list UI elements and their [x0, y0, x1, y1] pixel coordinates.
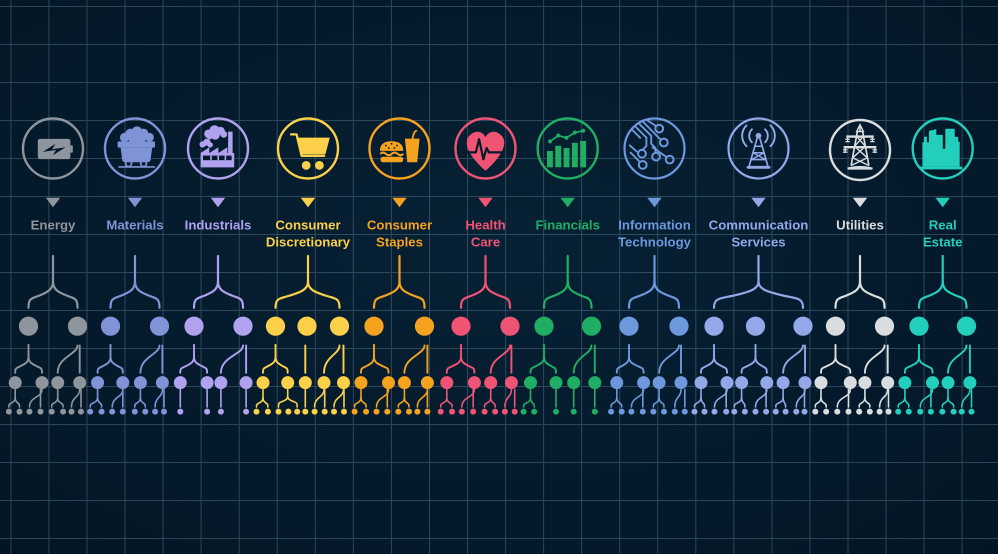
svg-text:Staples: Staples [376, 234, 423, 249]
svg-text:Technology: Technology [618, 234, 692, 249]
svg-text:Information: Information [618, 218, 691, 233]
svg-text:Real: Real [929, 218, 957, 233]
svg-text:Financials: Financials [535, 218, 600, 233]
svg-text:Services: Services [731, 234, 785, 249]
svg-text:Consumer: Consumer [275, 218, 340, 233]
svg-text:Discretionary: Discretionary [266, 234, 351, 249]
svg-text:Communication: Communication [709, 218, 809, 233]
svg-text:Energy: Energy [31, 218, 76, 233]
svg-text:Utilities: Utilities [836, 218, 884, 233]
svg-text:Consumer: Consumer [367, 218, 432, 233]
svg-text:Industrials: Industrials [185, 218, 252, 233]
svg-text:Estate: Estate [923, 234, 963, 249]
svg-text:Health: Health [465, 218, 505, 233]
svg-text:Care: Care [471, 234, 500, 249]
svg-text:Materials: Materials [106, 218, 163, 233]
